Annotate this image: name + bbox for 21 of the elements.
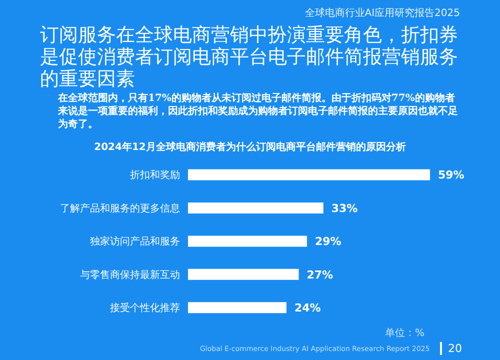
data-label: 29% — [314, 235, 342, 248]
text: 全球电商行业AI应用研究报告2025 — [304, 6, 460, 20]
y-tick-label: 了解产品和服务的更多信息 — [60, 202, 180, 214]
bar — [188, 236, 307, 247]
data-label: 24% — [294, 301, 321, 314]
y-tick-label: 折扣和奖励 — [130, 169, 180, 182]
data-label: 59% — [438, 168, 464, 182]
y-tick-label: 与零售商保持最新互动 — [80, 268, 180, 281]
bar — [188, 169, 430, 180]
text: 在全球范围内，只有17%的购物者从未订阅过电子邮件简报。由于折扣码对77%的购物者来说是一项重要的福利，因此折扣和奖励成为购物者订阅电子邮件简报的主要原因也就不足为奇了。 — [58, 92, 458, 131]
bar — [188, 268, 299, 280]
bar — [188, 202, 324, 214]
data-label: 27% — [306, 268, 334, 282]
chart-subtitle: 订阅服务在全球电商营销中扮演重要角色，折扣券是促使消费者订阅电商平台电子邮件简报营销服务的重要因素 — [40, 24, 459, 90]
text: 20 — [440, 342, 462, 355]
text: 单位：% — [385, 326, 425, 340]
y-tick-label: 接受个性化推荐 — [110, 302, 180, 314]
y-tick-label: 独家访问产品和服务 — [90, 236, 180, 248]
data-label: 33% — [331, 202, 358, 215]
bar — [188, 302, 286, 314]
chart-title: 2024年12月全球电商消费者为什么订阅电商平台邮件营销的原因分析 — [93, 140, 407, 154]
